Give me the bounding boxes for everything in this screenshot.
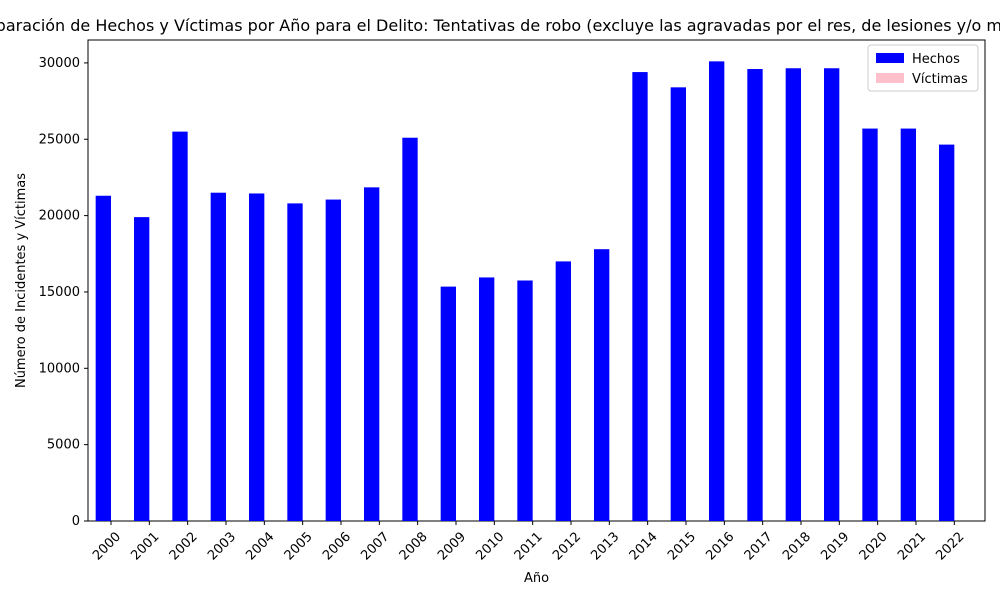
legend-swatch-hechos — [876, 53, 904, 63]
x-tick-label: 2010 — [473, 529, 507, 563]
bar-hechos-2016 — [709, 61, 725, 521]
x-tick-label: 2003 — [205, 529, 239, 563]
bar-hechos-2010 — [479, 277, 495, 521]
bar-hechos-2012 — [555, 261, 571, 521]
x-tick-label: 2011 — [512, 529, 546, 563]
y-tick-label: 30000 — [39, 56, 80, 71]
bar-hechos-2017 — [747, 69, 763, 521]
bar-hechos-2008 — [402, 137, 418, 521]
bars-group — [95, 61, 955, 522]
bar-hechos-2020 — [862, 128, 878, 522]
y-tick-label: 15000 — [39, 285, 80, 300]
x-tick-label: 2009 — [435, 529, 469, 563]
x-tick-label: 2015 — [665, 529, 699, 563]
bar-hechos-2007 — [364, 187, 380, 521]
y-axis-ticks: 0 5000 10000 15000 20000 25000 30000 — [39, 56, 88, 529]
legend: Hechos Víctimas — [867, 44, 979, 92]
x-tick-label: 2012 — [550, 529, 584, 563]
x-tick-label: 2000 — [90, 529, 124, 563]
x-tick-label: 2016 — [703, 529, 737, 563]
bar-hechos-2002 — [172, 131, 188, 521]
bar-hechos-2004 — [249, 193, 265, 521]
y-axis-label: Número de Incidentes y Víctimas — [14, 173, 29, 388]
legend-swatch-víctimas — [876, 73, 904, 83]
x-tick-label: 2022 — [933, 529, 967, 563]
bar-hechos-2000 — [95, 195, 111, 521]
bar-hechos-2006 — [325, 199, 341, 522]
bar-hechos-2011 — [517, 280, 533, 521]
bar-hechos-2018 — [785, 68, 801, 521]
x-tick-label: 2020 — [857, 529, 891, 563]
x-tick-label: 2021 — [895, 529, 929, 563]
x-axis-label: Año — [524, 571, 549, 586]
bar-hechos-2005 — [287, 203, 303, 521]
x-tick-label: 2007 — [358, 529, 392, 563]
y-tick-label: 5000 — [47, 438, 80, 453]
bar-hechos-2015 — [670, 87, 686, 521]
x-tick-label: 2017 — [742, 529, 776, 563]
x-tick-label: 2006 — [320, 529, 354, 563]
y-tick-label: 10000 — [39, 361, 80, 376]
bar-hechos-2013 — [594, 249, 610, 521]
y-tick-label: 0 — [72, 514, 80, 529]
bar-hechos-2022 — [939, 144, 955, 521]
bar-hechos-2014 — [632, 72, 648, 522]
bar-hechos-2019 — [824, 68, 840, 521]
x-tick-label: 2004 — [243, 529, 277, 563]
x-tick-label: 2002 — [167, 529, 201, 563]
plot-frame — [87, 39, 986, 522]
x-tick-label: 2013 — [588, 529, 622, 563]
x-tick-label: 2001 — [128, 529, 162, 563]
chart-title: Comparación de Hechos y Víctimas por Año… — [0, 16, 1000, 35]
y-tick-label: 20000 — [39, 209, 80, 224]
bar-hechos-2021 — [900, 128, 916, 522]
x-tick-label: 2005 — [282, 529, 316, 563]
legend-label-víctimas: Víctimas — [912, 72, 968, 87]
x-tick-label: 2008 — [397, 529, 431, 563]
x-tick-label: 2014 — [627, 529, 661, 563]
x-tick-label: 2019 — [818, 529, 852, 563]
bar-hechos-2001 — [134, 217, 150, 521]
legend-label-hechos: Hechos — [912, 52, 960, 67]
bar-hechos-2009 — [440, 286, 456, 521]
x-tick-label: 2018 — [780, 529, 814, 563]
x-axis-ticks: 2000 2001 2002 2003 2004 2005 2006 2007 2008 2009… — [90, 521, 967, 563]
bar-hechos-2003 — [210, 192, 226, 521]
y-tick-label: 25000 — [39, 132, 80, 147]
